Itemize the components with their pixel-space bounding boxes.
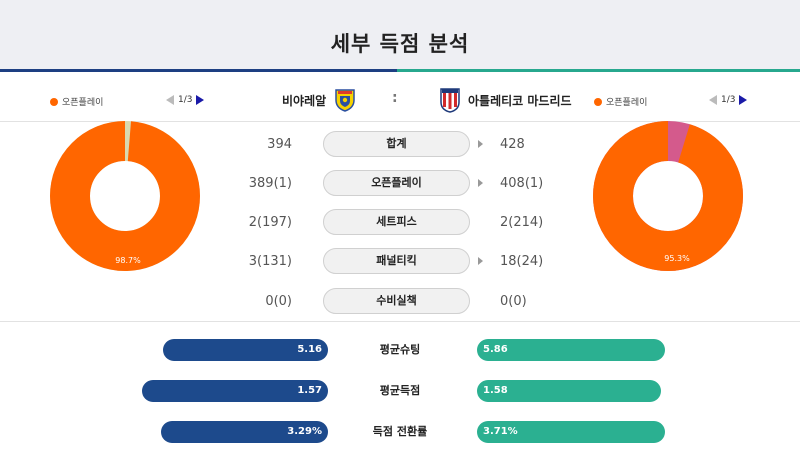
- villarreal-crest-icon: [335, 89, 355, 112]
- category-pill-total[interactable]: 합계: [323, 131, 470, 157]
- open-play-legend-dot-icon: [594, 97, 602, 106]
- home-donut-label: 98.7%: [115, 256, 141, 265]
- stat-label: 평균슈팅: [379, 343, 421, 356]
- home-stat-bar: 3.29%: [161, 421, 328, 443]
- expand-arrow-icon[interactable]: [478, 179, 483, 187]
- away-color-bar: [397, 69, 800, 72]
- divider-bottom: [0, 321, 800, 322]
- away-legend-label: 오픈플레이: [606, 98, 648, 108]
- home-stat-bar: 5.16: [163, 339, 328, 361]
- away-value: 2(214): [500, 215, 544, 230]
- home-value: 0(0): [265, 294, 292, 309]
- stat-avg-shots: 5.16 평균슈팅 5.86: [0, 339, 800, 361]
- next-arrow-icon[interactable]: [196, 95, 205, 105]
- away-stat-bar: 5.86: [477, 339, 665, 361]
- row-set-piece: 2(197) 세트피스 2(214): [0, 209, 800, 235]
- row-defensive-error: 0(0) 수비실책 0(0): [0, 288, 800, 314]
- category-pill-penalty[interactable]: 패널티킥: [323, 248, 470, 274]
- divider-top: [0, 121, 800, 122]
- away-value: 0(0): [500, 294, 527, 309]
- away-team-name: 아틀레티코 마드리드: [468, 93, 572, 108]
- away-value: 18(24): [500, 254, 544, 269]
- away-pager-label: 1/3: [721, 95, 736, 105]
- home-value: 389(1): [248, 176, 292, 191]
- away-value: 408(1): [500, 176, 544, 191]
- row-open-play: 389(1) 오픈플레이 408(1): [0, 170, 800, 196]
- home-donut-open-play-segment: [50, 121, 200, 271]
- category-pill-open-play[interactable]: 오픈플레이: [323, 170, 470, 196]
- open-play-legend-dot-icon: [50, 97, 58, 106]
- prev-arrow-icon[interactable]: [709, 95, 717, 105]
- atletico-madrid-crest-icon: [440, 88, 460, 113]
- page-title: 세부 득점 분석: [330, 32, 470, 56]
- team-separator: :: [392, 90, 398, 106]
- expand-arrow-icon[interactable]: [478, 140, 483, 148]
- home-color-bar: [0, 69, 397, 72]
- stat-label: 평균득점: [379, 384, 421, 397]
- header-band: [0, 0, 800, 72]
- row-penalty: 3(131) 패널티킥 18(24): [0, 248, 800, 274]
- next-arrow-icon[interactable]: [739, 95, 748, 105]
- category-pill-set-piece[interactable]: 세트피스: [323, 209, 470, 235]
- row-total: 394 합계 428: [0, 131, 800, 157]
- away-donut-open-play-segment: [593, 121, 743, 271]
- home-team-name: 비야레알: [282, 93, 327, 108]
- prev-arrow-icon[interactable]: [166, 95, 174, 105]
- away-team[interactable]: 아틀레티코 마드리드: [440, 88, 572, 113]
- away-value: 428: [500, 137, 525, 152]
- home-legend: 오픈플레이: [50, 95, 103, 108]
- away-donut-chart: 95.3%: [593, 121, 743, 271]
- away-stat-bar: 1.58: [477, 380, 661, 402]
- home-donut-chart: 98.7%: [50, 121, 200, 271]
- home-legend-label: 오픈플레이: [62, 98, 104, 108]
- stat-avg-goals: 1.57 평균득점 1.58: [0, 380, 800, 402]
- home-value: 3(131): [248, 254, 292, 269]
- away-donut-label: 95.3%: [664, 254, 690, 263]
- home-pager-label: 1/3: [178, 95, 193, 105]
- away-pager: 1/3: [709, 95, 748, 105]
- home-team[interactable]: 비야레알: [282, 88, 356, 112]
- stat-conversion-rate: 3.29% 득점 전환률 3.71%: [0, 421, 800, 443]
- home-value: 394: [267, 137, 292, 152]
- stat-label: 득점 전환률: [372, 425, 428, 438]
- category-pill-defensive-error[interactable]: 수비실책: [323, 288, 470, 314]
- expand-arrow-icon[interactable]: [478, 257, 483, 265]
- home-value: 2(197): [248, 215, 292, 230]
- away-stat-bar: 3.71%: [477, 421, 665, 443]
- away-legend: 오픈플레이: [594, 95, 647, 108]
- home-stat-bar: 1.57: [142, 380, 328, 402]
- home-pager: 1/3: [166, 95, 205, 105]
